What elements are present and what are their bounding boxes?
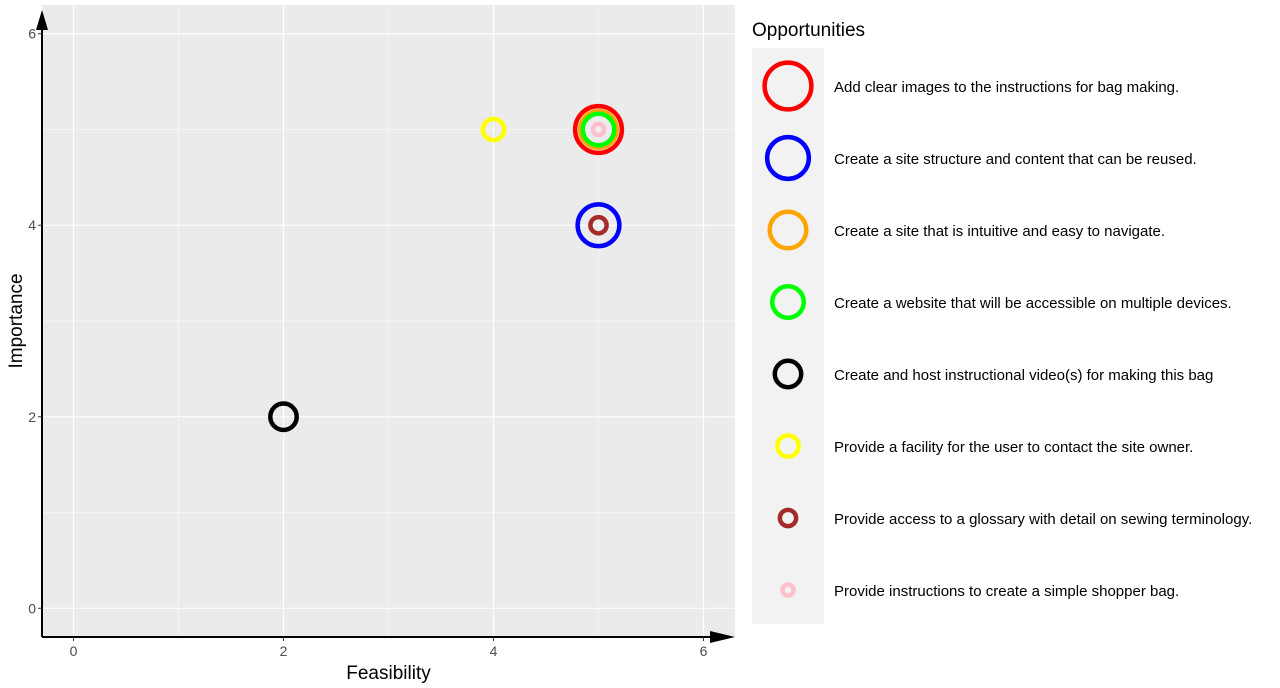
legend-label: Provide a facility for the user to conta… (834, 439, 1193, 456)
y-tick-label: 6 (28, 26, 36, 42)
legend-key (762, 60, 814, 112)
legend-key (764, 134, 812, 182)
x-tick-label: 0 (70, 643, 78, 659)
x-tick-label: 2 (280, 643, 288, 659)
data-point (580, 111, 617, 148)
y-axis-arrow (36, 10, 48, 30)
y-axis-label: Importance (6, 273, 27, 368)
data-points (268, 103, 625, 433)
legend-label: Provide instructions to create a simple … (834, 583, 1179, 600)
legend-key (780, 582, 796, 598)
data-point (480, 116, 507, 143)
legend-label: Add clear images to the instructions for… (834, 79, 1179, 96)
data-point (575, 202, 622, 249)
x-axis-label: Feasibility (346, 663, 431, 684)
data-point (590, 121, 607, 138)
x-axis-arrow (710, 631, 735, 643)
legend-title: Opportunities (752, 20, 865, 41)
y-tick-label: 0 (28, 600, 36, 616)
axes (36, 10, 735, 643)
data-point (588, 214, 609, 236)
legend-label: Create a website that will be accessible… (834, 295, 1232, 312)
x-tick-label: 4 (490, 643, 498, 659)
tick-labels: 0 2 4 6 0 2 4 6 (28, 26, 707, 659)
legend-label: Create a site that is intuitive and easy… (834, 223, 1165, 240)
legend-label: Provide access to a glossary with detail… (834, 511, 1252, 528)
legend-label: Create a site structure and content that… (834, 151, 1197, 168)
x-tick-label: 6 (700, 643, 708, 659)
y-tick-label: 4 (28, 217, 36, 233)
data-point (577, 108, 620, 151)
legend-key (775, 433, 801, 459)
legend-label: Create and host instructional video(s) f… (834, 367, 1213, 384)
y-tick-label: 2 (28, 409, 36, 425)
legend-key (772, 358, 804, 390)
legend: Add clear images to the instructions for… (762, 60, 1252, 600)
legend-background (752, 48, 824, 624)
legend-key (767, 209, 809, 251)
data-point (268, 401, 299, 433)
legend-key (770, 284, 806, 320)
legend-key (777, 507, 799, 529)
data-point (572, 103, 625, 156)
